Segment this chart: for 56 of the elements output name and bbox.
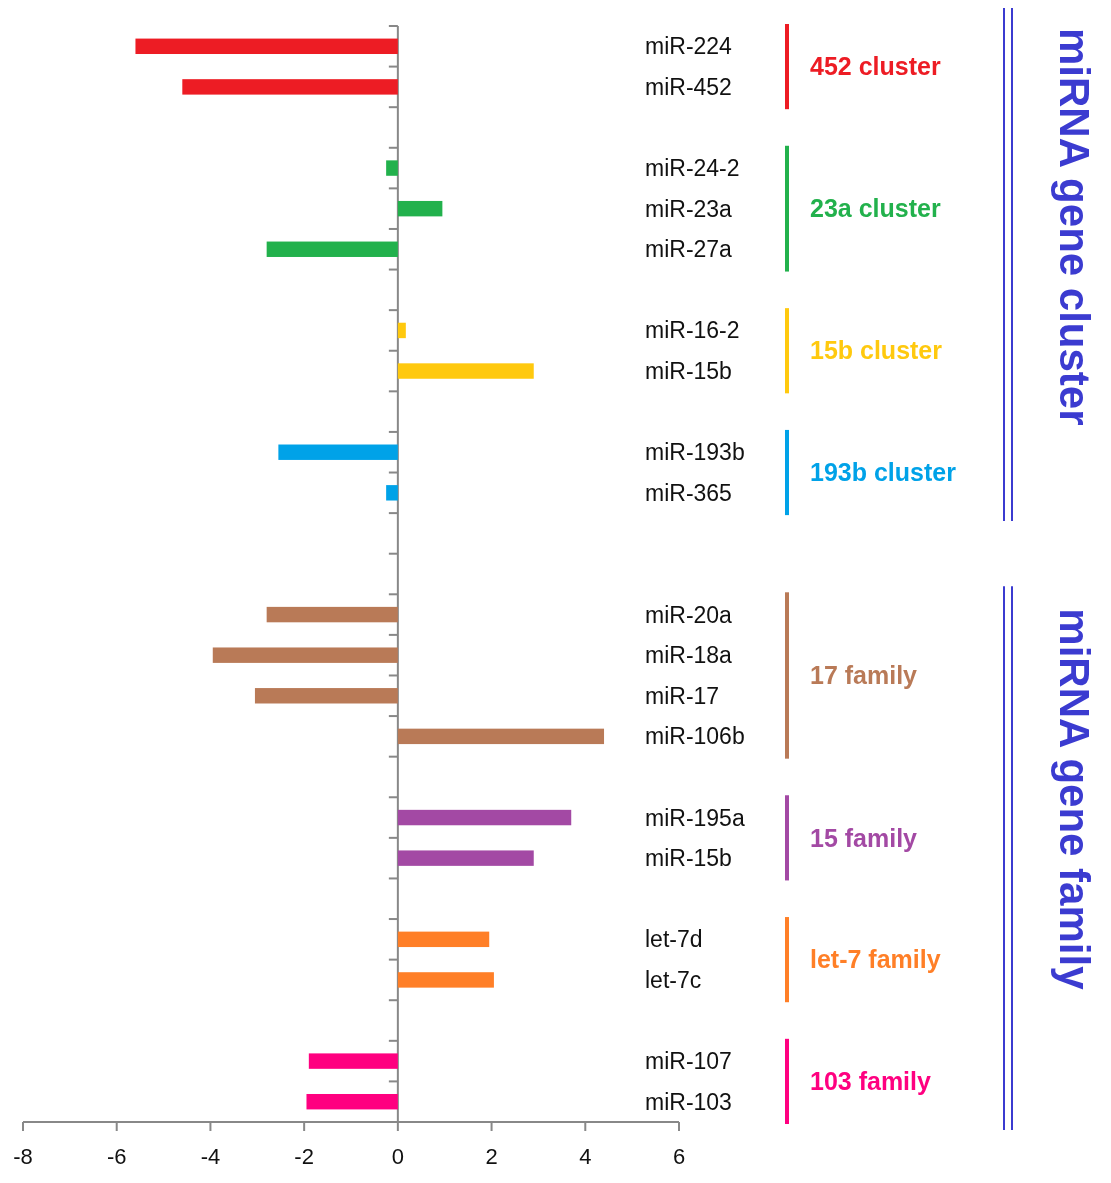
x-tick-label: 0 <box>391 1144 404 1169</box>
y-tick-label: miR-24-2 <box>645 155 740 182</box>
y-tick-label: let-7d <box>645 926 703 953</box>
y-tick-label: miR-17 <box>645 682 720 709</box>
bar <box>308 1053 398 1069</box>
text: let-7 family <box>810 945 941 974</box>
text: 452 cluster <box>810 52 941 81</box>
bar <box>212 647 398 663</box>
y-tick-label: miR-103 <box>645 1088 732 1115</box>
bar <box>397 322 406 339</box>
y-tick-label: miR-15b <box>645 845 732 872</box>
y-tick-label: miR-107 <box>645 1048 732 1075</box>
x-tick-label: -4 <box>200 1144 221 1169</box>
bar <box>397 850 534 866</box>
x-tick-label: -6 <box>106 1144 127 1169</box>
y-tick-label: miR-224 <box>645 33 733 60</box>
bar <box>397 200 443 217</box>
bar <box>182 79 398 95</box>
text: miRNA gene family <box>1051 608 1098 991</box>
text: 193b cluster <box>810 458 957 487</box>
bar <box>397 728 605 745</box>
bar <box>266 606 398 623</box>
bar <box>306 1093 398 1110</box>
y-tick-label: miR-106b <box>645 723 745 750</box>
x-tick-label: 4 <box>579 1144 592 1169</box>
y-tick-label: miR-15b <box>645 358 732 385</box>
bar <box>266 241 398 257</box>
x-tick-label: -2 <box>294 1144 314 1169</box>
bar <box>386 160 398 176</box>
x-tick-label: 2 <box>485 1144 498 1169</box>
bar <box>397 931 490 948</box>
text: 15 family <box>810 823 918 852</box>
y-tick-label: miR-18a <box>645 642 733 669</box>
bar <box>397 972 494 988</box>
bar <box>254 688 398 704</box>
y-tick-label: miR-23a <box>645 195 733 222</box>
text: miRNA gene cluster <box>1051 28 1098 426</box>
y-tick-label: miR-20a <box>645 601 733 628</box>
bar <box>397 363 534 379</box>
y-tick-label: miR-452 <box>645 73 732 100</box>
bar <box>278 444 398 460</box>
y-tick-label: miR-195a <box>645 804 745 831</box>
x-tick-label: -8 <box>13 1144 33 1169</box>
text: 103 family <box>810 1067 932 1096</box>
bar <box>397 809 572 826</box>
bar <box>386 485 398 501</box>
y-tick-label: miR-365 <box>645 479 732 506</box>
text: 15b cluster <box>810 336 943 365</box>
text: 17 family <box>810 661 918 690</box>
text: 23a cluster <box>810 194 941 223</box>
x-tick-label: 6 <box>672 1144 686 1169</box>
y-tick-label: miR-27a <box>645 236 733 263</box>
y-tick-label: miR-16-2 <box>645 317 740 344</box>
y-tick-label: let-7c <box>645 966 702 993</box>
bar <box>135 38 398 55</box>
y-tick-label: miR-193b <box>645 439 745 466</box>
